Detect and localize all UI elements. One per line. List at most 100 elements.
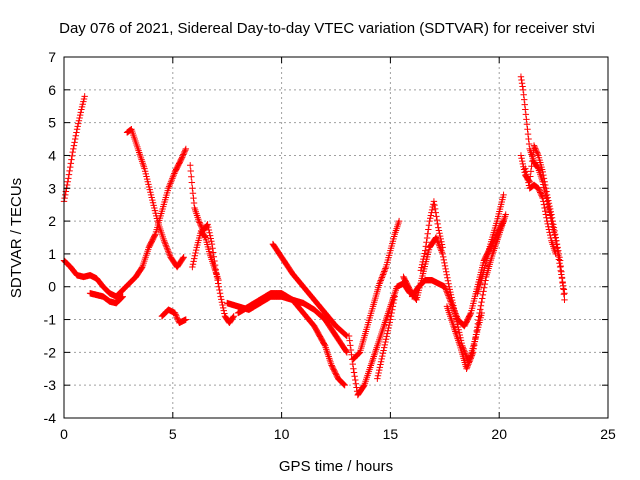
data-point	[430, 201, 437, 208]
data-point	[521, 96, 528, 103]
x-tick-label: 20	[491, 426, 507, 442]
data-point	[381, 341, 389, 349]
data-point	[191, 255, 198, 262]
data-point	[173, 312, 180, 319]
data-point	[441, 262, 449, 270]
data-point	[192, 249, 199, 257]
data-point	[439, 244, 446, 251]
data-point	[341, 381, 348, 389]
y-tick-label: 5	[48, 115, 56, 131]
data-point	[519, 86, 527, 94]
data-point	[554, 244, 561, 251]
data-point	[387, 316, 394, 323]
data-point	[475, 316, 482, 324]
data-point	[161, 239, 168, 246]
y-tick-label: 1	[48, 246, 56, 262]
data-point	[380, 344, 388, 351]
data-point	[419, 258, 426, 266]
series-arc-21	[522, 165, 559, 258]
data-point	[452, 311, 460, 319]
data-point	[218, 298, 226, 306]
series-arc-17	[443, 211, 509, 372]
data-point	[378, 274, 386, 281]
data-point	[523, 116, 530, 123]
series-arc-4	[123, 126, 187, 271]
data-point	[472, 331, 480, 338]
data-point	[466, 356, 474, 364]
data-point	[65, 171, 73, 178]
data-point	[543, 191, 551, 199]
data-point	[163, 245, 171, 252]
data-point	[558, 274, 566, 281]
data-point	[534, 150, 541, 158]
data-point	[377, 358, 385, 365]
data-point	[547, 208, 555, 215]
data-point	[355, 350, 362, 357]
data-point	[182, 316, 190, 323]
data-point	[442, 286, 450, 293]
data-point	[390, 299, 397, 307]
data-point	[451, 307, 458, 314]
data-point	[216, 290, 224, 297]
data-point	[556, 257, 564, 264]
data-point	[71, 135, 79, 143]
data-point	[389, 303, 397, 310]
data-point	[350, 365, 357, 372]
data-point	[380, 347, 387, 354]
data-point	[453, 313, 460, 320]
data-point	[162, 242, 170, 249]
data-point	[192, 246, 200, 254]
data-point	[189, 261, 197, 268]
data-point	[76, 114, 83, 122]
data-point	[70, 145, 77, 153]
data-point	[425, 226, 432, 233]
data-point	[376, 366, 383, 374]
data-point	[166, 251, 173, 258]
data-point	[196, 220, 204, 228]
data-point	[425, 222, 433, 229]
data-point	[443, 271, 450, 278]
data-point	[545, 226, 553, 233]
data-point	[181, 148, 188, 155]
data-point	[539, 168, 546, 176]
data-point	[519, 157, 526, 165]
data-point	[229, 314, 237, 321]
data-point	[351, 373, 358, 380]
data-point	[522, 106, 529, 113]
data-point	[436, 232, 444, 240]
data-point	[559, 279, 566, 287]
data-point	[463, 365, 470, 372]
data-point	[546, 229, 553, 236]
data-point	[443, 288, 450, 295]
data-point	[430, 198, 438, 205]
data-point	[450, 305, 457, 313]
data-point	[479, 295, 486, 302]
data-point	[380, 269, 387, 277]
data-point	[382, 265, 389, 272]
data-point	[540, 175, 548, 182]
data-point	[542, 211, 550, 218]
grid-lines	[64, 57, 608, 418]
data-point	[180, 149, 188, 157]
data-point	[468, 352, 476, 359]
data-point	[412, 295, 420, 303]
data-point	[418, 264, 425, 271]
data-point	[119, 293, 126, 300]
data-point	[441, 283, 448, 290]
data-point	[445, 280, 452, 287]
data-point	[524, 130, 532, 138]
data-point	[61, 194, 68, 202]
data-point	[209, 245, 216, 252]
series-arc-15	[417, 198, 446, 274]
data-point	[449, 302, 456, 310]
data-point	[210, 249, 217, 256]
series-arc-14	[400, 234, 485, 366]
data-point	[468, 353, 475, 361]
x-tick-label: 15	[383, 426, 399, 442]
y-tick-label: 0	[48, 279, 56, 295]
data-point	[173, 314, 181, 321]
y-tick-label: 2	[48, 213, 56, 229]
data-point	[530, 142, 538, 149]
data-point	[447, 298, 454, 305]
